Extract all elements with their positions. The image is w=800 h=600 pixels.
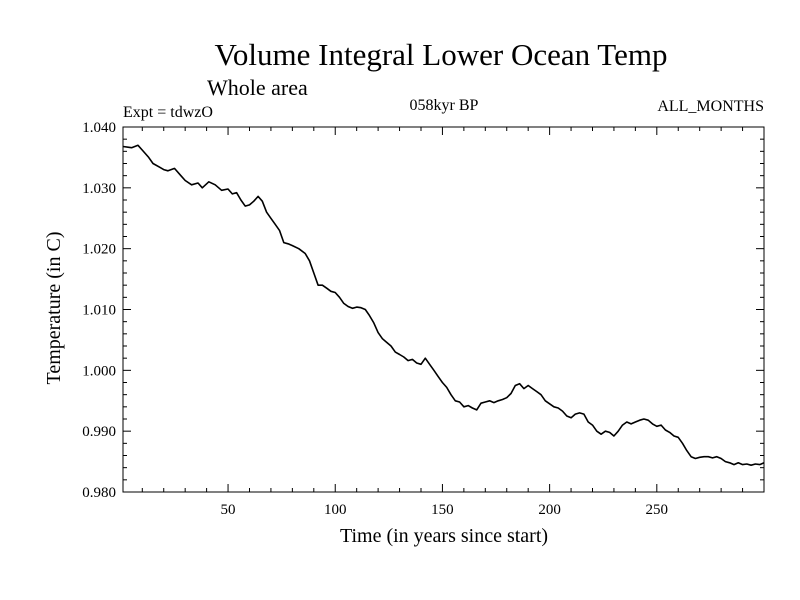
y-tick-label: 1.010 (82, 303, 116, 319)
y-tick-label: 0.980 (82, 485, 116, 501)
y-tick-labels: 0.980 0.990 1.000 1.010 1.020 1.030 1.040 (82, 120, 116, 501)
y-tick-label: 1.040 (82, 120, 116, 136)
expt-label: Expt = tdwzO (123, 104, 213, 121)
x-axis-label: Time (in years since start) (340, 525, 548, 547)
x-tick-labels: 50 100 150 200 250 (221, 502, 669, 518)
x-tick-label: 250 (646, 502, 669, 518)
x-tick-label: 100 (324, 502, 347, 518)
y-tick-label: 1.030 (82, 181, 116, 197)
chart-title: Volume Integral Lower Ocean Temp (215, 37, 668, 72)
axis-ticks (123, 126, 764, 493)
temperature-series-line (122, 144, 765, 466)
x-tick-label: 150 (431, 502, 454, 518)
x-tick-label: 50 (221, 502, 236, 518)
plot-frame (122, 126, 765, 493)
y-axis-label: Temperature (in C) (43, 232, 65, 385)
months-label: ALL_MONTHS (657, 98, 764, 115)
y-tick-label: 1.000 (82, 363, 116, 379)
chart-subtitle: Whole area (207, 75, 308, 100)
y-tick-label: 1.020 (82, 242, 116, 258)
x-tick-label: 200 (538, 502, 561, 518)
period-label: 058kyr BP (410, 97, 479, 114)
y-tick-label: 0.990 (82, 424, 116, 440)
